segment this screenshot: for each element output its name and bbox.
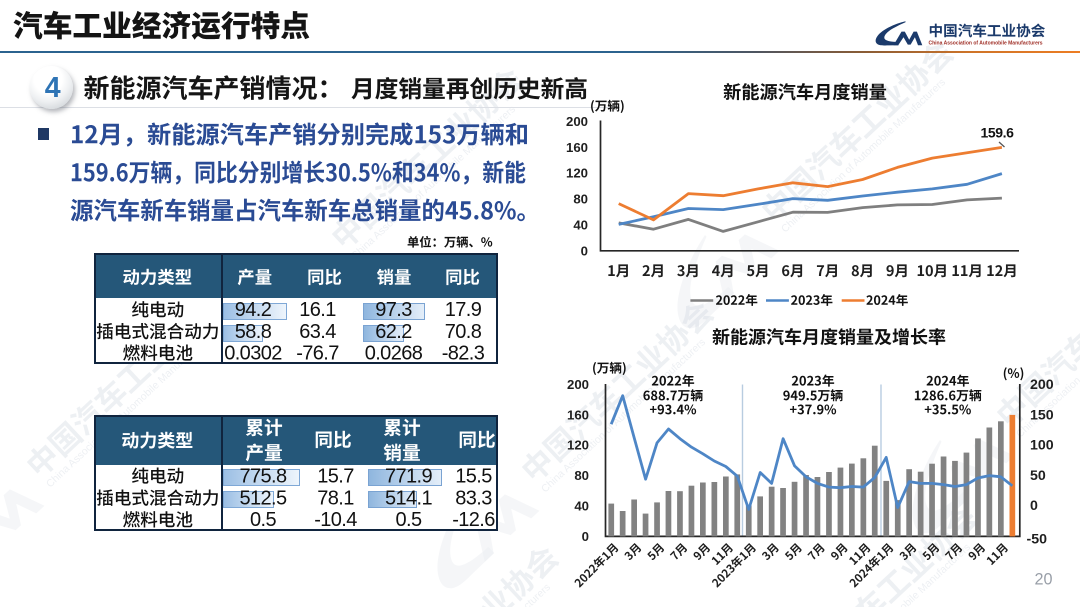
svg-text:0.0302: 0.0302: [224, 343, 282, 365]
svg-text:100: 100: [1030, 438, 1054, 454]
svg-text:200: 200: [567, 377, 589, 392]
svg-text:150: 150: [1030, 407, 1054, 423]
svg-text:160: 160: [567, 407, 589, 422]
svg-text:200: 200: [566, 114, 588, 129]
svg-text:-10.4: -10.4: [314, 509, 357, 531]
svg-text:0.0268: 0.0268: [365, 343, 423, 365]
svg-text:0.5: 0.5: [395, 509, 421, 531]
svg-text:China Association of Automobil: China Association of Automobile Manufact…: [929, 40, 1043, 46]
svg-text:40: 40: [573, 218, 588, 233]
svg-text:-76.7: -76.7: [296, 343, 339, 365]
svg-text:97.3: 97.3: [375, 299, 412, 321]
svg-text:200: 200: [1030, 377, 1054, 393]
svg-text:0.5: 0.5: [250, 509, 276, 531]
svg-text:771.9: 771.9: [385, 466, 433, 488]
svg-text:-82.3: -82.3: [442, 343, 485, 365]
svg-text:120: 120: [566, 166, 588, 181]
svg-text:63.4: 63.4: [299, 321, 336, 343]
svg-text:512.5: 512.5: [239, 488, 287, 510]
svg-text:-50: -50: [1027, 531, 1048, 547]
svg-text:80: 80: [574, 468, 589, 483]
svg-text:514.1: 514.1: [385, 488, 433, 510]
svg-text:0: 0: [581, 244, 588, 259]
svg-text:4: 4: [45, 72, 61, 104]
svg-text:160: 160: [566, 140, 588, 155]
svg-text:80: 80: [573, 192, 588, 207]
svg-text:83.3: 83.3: [455, 488, 492, 510]
svg-text:78.1: 78.1: [317, 488, 354, 510]
svg-text:70.8: 70.8: [445, 321, 482, 343]
svg-text:15.7: 15.7: [317, 466, 354, 488]
svg-text:0: 0: [582, 529, 589, 544]
svg-text:62.2: 62.2: [375, 321, 412, 343]
svg-text:775.8: 775.8: [239, 466, 287, 488]
svg-text:0: 0: [1030, 498, 1038, 514]
svg-text:17.9: 17.9: [445, 299, 482, 321]
svg-text:16.1: 16.1: [299, 299, 336, 321]
svg-text:20: 20: [1034, 571, 1052, 589]
svg-text:94.2: 94.2: [235, 299, 272, 321]
svg-text:15.5: 15.5: [455, 466, 492, 488]
svg-text:-12.6: -12.6: [452, 509, 495, 531]
svg-text:159.6: 159.6: [980, 125, 1014, 141]
svg-text:58.8: 58.8: [235, 321, 272, 343]
svg-text:120: 120: [567, 438, 589, 453]
svg-text:40: 40: [574, 499, 589, 514]
svg-text:50: 50: [1030, 468, 1046, 484]
